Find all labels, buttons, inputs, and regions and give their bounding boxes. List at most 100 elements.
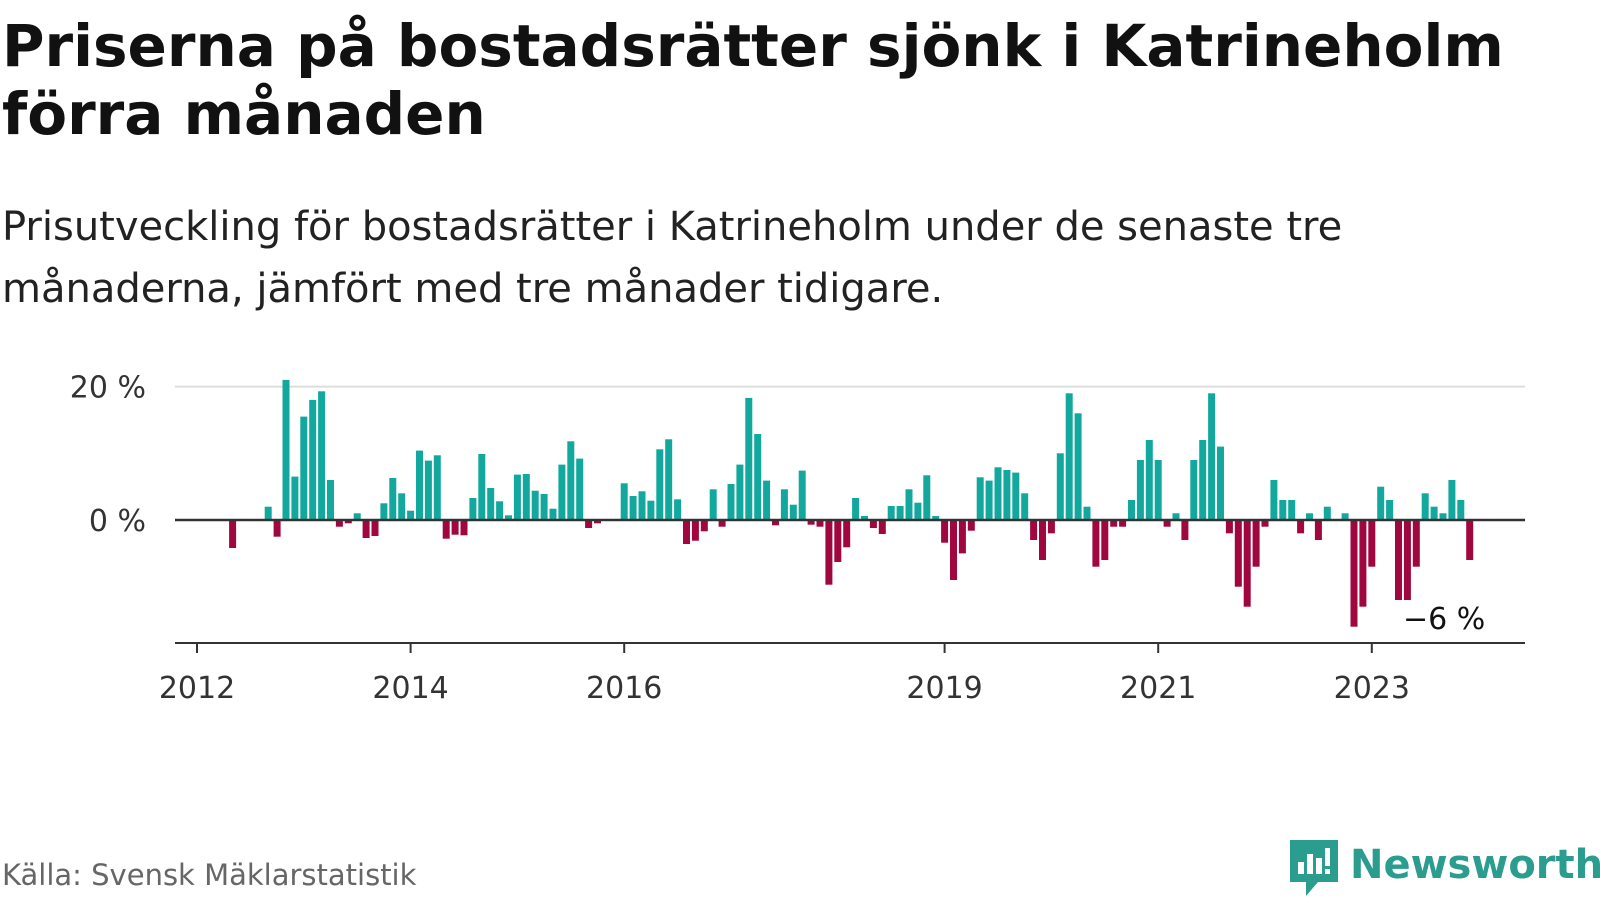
bar [647,500,655,520]
bar [407,510,415,520]
bar [1083,506,1091,520]
bar [398,493,406,520]
y-tick-label: 0 % [89,504,146,539]
bar [389,478,397,520]
bar [1439,513,1447,520]
bar [905,489,913,520]
bar [754,434,762,520]
bar [932,516,940,520]
bar-chart: 20 % 0 % 2012 2014 2016 2019 2021 2023 −6 % [70,371,1525,706]
bar [1056,453,1064,520]
bar [1154,460,1162,520]
bar [513,474,521,520]
x-tick-label: 2014 [372,671,448,706]
y-tick-label: 20 % [70,371,146,406]
bar [1030,520,1038,540]
bar [1403,520,1411,600]
bar [1199,440,1207,520]
chart-title: Priserna på bostadsrätter sjönk i Katrin… [2,12,1504,148]
bar [958,520,966,554]
bar [487,488,495,520]
bar [950,520,957,580]
bar [496,501,504,520]
bar [914,502,922,520]
bar [1092,520,1100,567]
bar [327,480,334,520]
brand-logo: Newsworthy [1288,838,1600,898]
bar [789,504,797,520]
bar [1350,520,1358,627]
bars [229,379,1474,627]
bar [1136,460,1144,520]
bar [1341,513,1349,520]
x-tick-label: 2019 [906,671,982,706]
bar [318,391,326,520]
bar [1217,446,1224,520]
bar [549,508,557,520]
bar [1181,520,1189,540]
bar [1421,493,1429,520]
bar [1190,460,1198,520]
bar [656,449,664,520]
bar [976,477,984,520]
bar [291,476,299,520]
bar [282,379,290,520]
bar [772,520,779,526]
bar [691,520,699,541]
bar [335,520,343,527]
bar [1386,500,1394,520]
bar [1323,506,1331,520]
bar [229,520,237,548]
x-tick-label: 2023 [1334,671,1410,706]
bar [674,499,682,520]
bar [1101,520,1109,560]
bar [1163,520,1171,527]
bar [558,464,566,520]
bar [451,520,459,535]
bar [1234,520,1242,587]
bar [629,496,637,520]
bar [1145,440,1153,520]
bar [469,498,477,520]
bar [798,470,806,520]
bar [967,520,975,531]
axis-labels: 20 % 0 % 2012 2014 2016 2019 2021 2023 −6 % [70,371,1485,706]
bar [1074,413,1082,520]
bar [869,520,877,528]
bar [825,520,833,585]
last-value-label: −6 % [1403,602,1485,637]
bar [852,498,860,520]
bar [416,450,423,520]
bar [736,464,744,520]
bar [300,416,308,520]
bar [727,484,735,520]
bar [460,520,468,536]
bar [834,520,842,562]
bar [433,455,441,520]
bar [923,475,931,520]
bar [700,520,708,532]
bar [780,489,788,520]
bar [620,483,628,520]
bar [1466,520,1474,560]
bar [843,520,851,548]
bar [1012,472,1020,520]
bar [1119,520,1127,527]
bar [371,520,379,536]
bar [594,520,601,524]
bar [1457,500,1465,520]
bar [1243,520,1251,607]
bar [1412,520,1420,567]
bar [585,520,593,528]
bar [763,480,771,520]
bar [1128,500,1135,520]
bar [264,506,272,520]
bar [522,474,530,520]
bar [353,513,361,520]
bar [1003,470,1011,520]
bar [861,516,868,520]
bar [380,503,388,520]
bar [709,489,717,520]
axes [175,518,1525,653]
bar [816,520,824,527]
